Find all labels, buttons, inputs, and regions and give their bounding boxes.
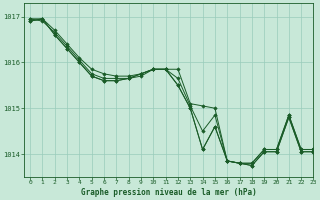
X-axis label: Graphe pression niveau de la mer (hPa): Graphe pression niveau de la mer (hPa) <box>81 188 257 197</box>
